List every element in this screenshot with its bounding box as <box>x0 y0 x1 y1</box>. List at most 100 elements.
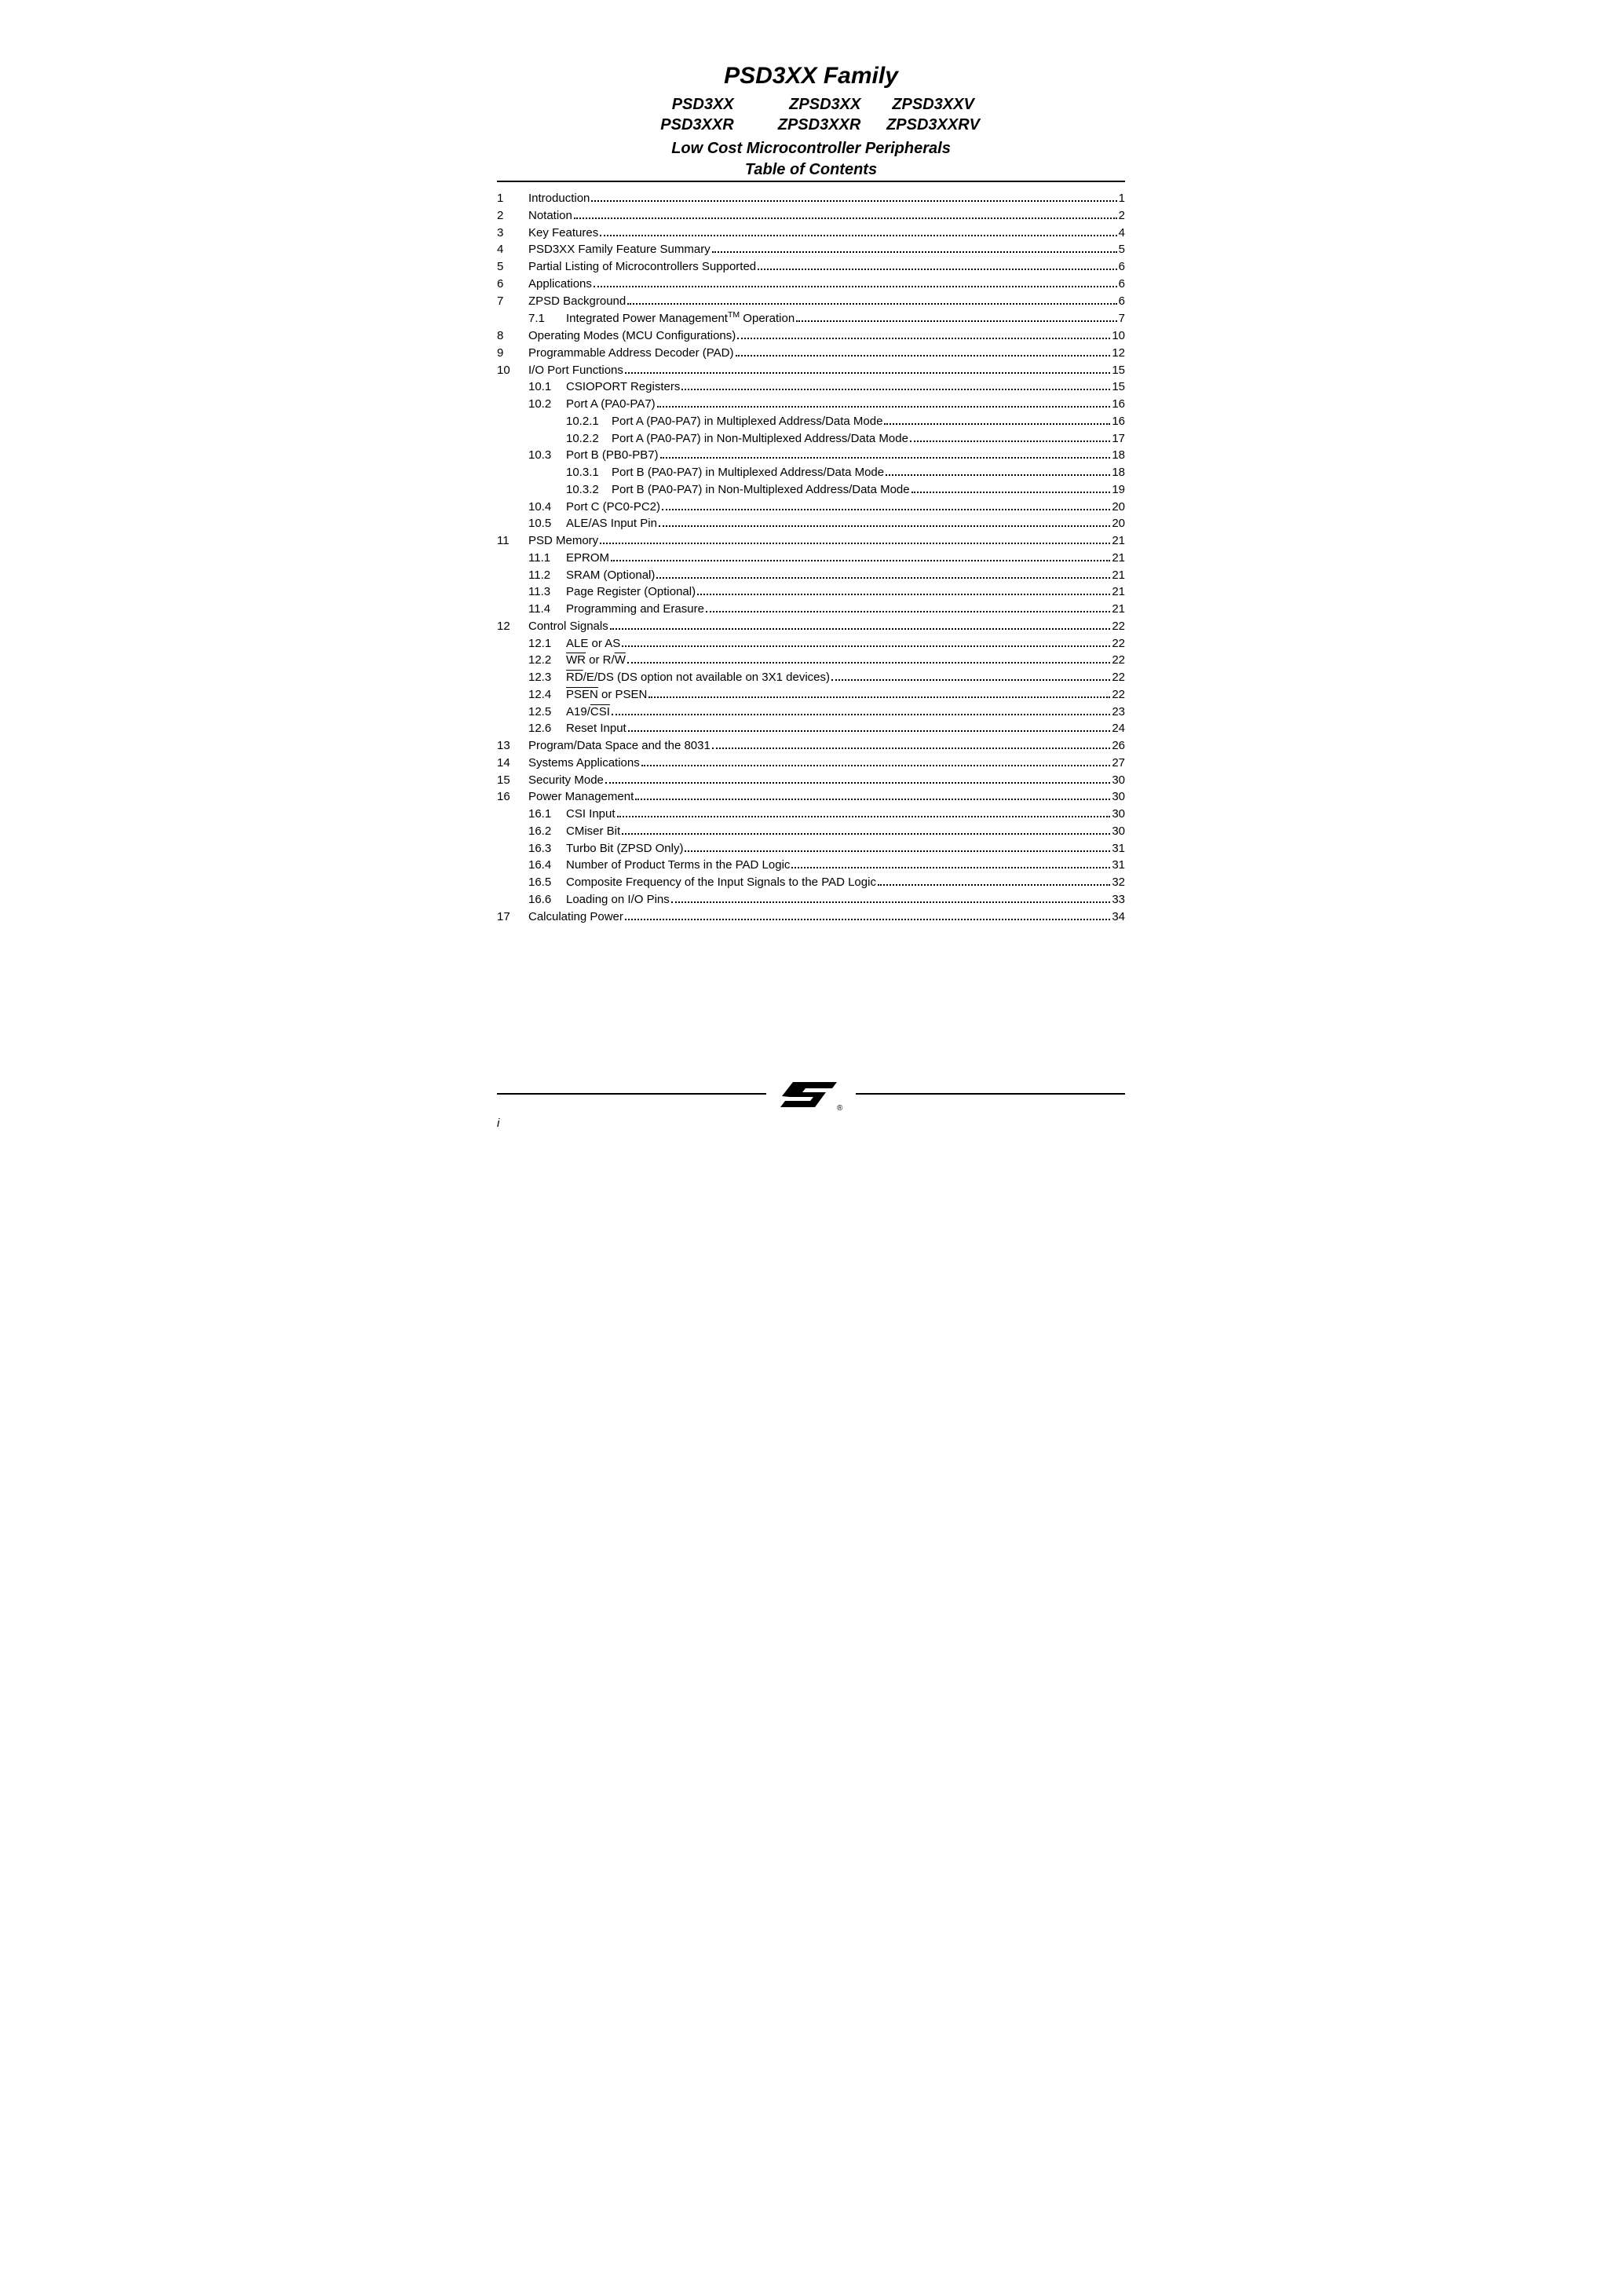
toc-entry[interactable]: 12 Control Signals 22 <box>497 618 1125 635</box>
toc-text: RD/E/DS (DS option not available on 3X1 … <box>566 669 830 686</box>
toc-text: Notation <box>528 207 572 225</box>
product-zpsd3xx: ZPSD3XX <box>762 94 888 115</box>
toc-entry[interactable]: 10.3.2 Port B (PA0-PA7) in Non-Multiplex… <box>497 481 1125 499</box>
toc-entry[interactable]: 9 Programmable Address Decoder (PAD) 12 <box>497 345 1125 362</box>
toc-page: 7 <box>1119 310 1125 327</box>
toc-text: ALE or AS <box>566 635 620 653</box>
toc-entry[interactable]: 12.4 PSEN or PSEN 22 <box>497 686 1125 704</box>
toc-entry[interactable]: 6 Applications 6 <box>497 276 1125 293</box>
toc-entry[interactable]: 15 Security Mode 30 <box>497 772 1125 789</box>
toc-page: 22 <box>1112 635 1125 653</box>
toc-entry[interactable]: 10.2.2 Port A (PA0-PA7) in Non-Multiplex… <box>497 430 1125 448</box>
toc-num: 14 <box>497 755 528 772</box>
toc-page: 15 <box>1112 378 1125 396</box>
toc-leader <box>886 466 1110 477</box>
toc-entry[interactable]: 11 PSD Memory 21 <box>497 532 1125 550</box>
toc-num: 10 <box>497 362 528 379</box>
toc-entry[interactable]: 13 Program/Data Space and the 8031 26 <box>497 737 1125 755</box>
toc-page: 31 <box>1112 840 1125 857</box>
toc-entry[interactable]: 12.1 ALE or AS 22 <box>497 635 1125 653</box>
toc-entry[interactable]: 4 PSD3XX Family Feature Summary 5 <box>497 241 1125 258</box>
toc-entry[interactable]: 10.3.1 Port B (PA0-PA7) in Multiplexed A… <box>497 464 1125 481</box>
toc-num: 9 <box>497 345 528 362</box>
footer-rule <box>497 1093 766 1095</box>
toc-entry[interactable]: 16.2 CMiser Bit 30 <box>497 823 1125 840</box>
toc-entry[interactable]: 10.2.1 Port A (PA0-PA7) in Multiplexed A… <box>497 413 1125 430</box>
toc-entry[interactable]: 12.6 Reset Input 24 <box>497 720 1125 737</box>
toc-page: 34 <box>1112 909 1125 926</box>
toc-num: 13 <box>497 737 528 755</box>
product-psd3xx: PSD3XX <box>648 94 758 115</box>
toc-text: Systems Applications <box>528 755 640 772</box>
toc-entry[interactable]: 11.4 Programming and Erasure 21 <box>497 601 1125 618</box>
toc-entry[interactable]: 16.1 CSI Input 30 <box>497 806 1125 823</box>
toc-leader <box>878 876 1110 887</box>
toc-entry[interactable]: 11.3 Page Register (Optional) 21 <box>497 583 1125 601</box>
toc-entry[interactable]: 3 Key Features 4 <box>497 225 1125 242</box>
toc-num: 10.2 <box>528 396 566 413</box>
toc-entry[interactable]: 10 I/O Port Functions 15 <box>497 362 1125 379</box>
toc-num: 12.5 <box>528 704 566 721</box>
toc-page: 31 <box>1112 857 1125 874</box>
toc-num: 12.4 <box>528 686 566 704</box>
toc-text: I/O Port Functions <box>528 362 623 379</box>
toc-leader <box>660 449 1111 459</box>
toc-entry[interactable]: 12.2 WR or R/W 22 <box>497 652 1125 669</box>
page-number: i <box>497 1117 1125 1130</box>
toc-entry[interactable]: 7 ZPSD Background 6 <box>497 293 1125 310</box>
toc-entry[interactable]: 16.6 Loading on I/O Pins 33 <box>497 891 1125 909</box>
toc-num: 10.3 <box>528 447 566 464</box>
toc-entry[interactable]: 11.1 EPROM 21 <box>497 550 1125 567</box>
toc-num: 16.6 <box>528 891 566 909</box>
toc-leader <box>831 671 1110 682</box>
toc-entry[interactable]: 14 Systems Applications 27 <box>497 755 1125 772</box>
toc-entry[interactable]: 10.1 CSIOPORT Registers 15 <box>497 378 1125 396</box>
toc-entry[interactable]: 10.3 Port B (PB0-PB7) 18 <box>497 447 1125 464</box>
toc-entry[interactable]: 17 Calculating Power 34 <box>497 909 1125 926</box>
toc-num: 7 <box>497 293 528 310</box>
toc-entry[interactable]: 5 Partial Listing of Microcontrollers Su… <box>497 258 1125 276</box>
toc-entry[interactable]: 12.3 RD/E/DS (DS option not available on… <box>497 669 1125 686</box>
toc-entry[interactable]: 2 Notation 2 <box>497 207 1125 225</box>
toc-text: Operating Modes (MCU Configurations) <box>528 327 736 345</box>
footer-rule <box>856 1093 1125 1095</box>
toc-entry[interactable]: 10.4 Port C (PC0-PC2) 20 <box>497 499 1125 516</box>
toc-entry[interactable]: 12.5 A19/CSI 23 <box>497 704 1125 721</box>
toc-entry[interactable]: 8 Operating Modes (MCU Configurations) 1… <box>497 327 1125 345</box>
toc-page: 16 <box>1112 413 1125 430</box>
toc-num: 16.5 <box>528 874 566 891</box>
toc-text: Port A (PA0-PA7) in Multiplexed Address/… <box>612 413 882 430</box>
toc-entry[interactable]: 16.4 Number of Product Terms in the PAD … <box>497 857 1125 874</box>
toc-entry[interactable]: 16.5 Composite Frequency of the Input Si… <box>497 874 1125 891</box>
toc-num: 10.1 <box>528 378 566 396</box>
toc-leader <box>627 294 1116 305</box>
toc-num: 16 <box>497 788 528 806</box>
title-block: PSD3XX Family PSD3XX ZPSD3XX ZPSD3XXV PS… <box>497 63 1125 182</box>
toc-page: 21 <box>1112 567 1125 584</box>
toc-entry[interactable]: 10.5 ALE/AS Input Pin 20 <box>497 515 1125 532</box>
toc-entry[interactable]: 11.2 SRAM (Optional) 21 <box>497 567 1125 584</box>
toc-entry[interactable]: 7.1 Integrated Power ManagementTM Operat… <box>497 309 1125 327</box>
toc-num: 11.3 <box>528 583 566 601</box>
toc-page: 22 <box>1112 618 1125 635</box>
toc-entry[interactable]: 10.2 Port A (PA0-PA7) 16 <box>497 396 1125 413</box>
toc-text: Integrated Power ManagementTM Operation <box>566 309 795 327</box>
toc-num: 15 <box>497 772 528 789</box>
toc-entry[interactable]: 1 Introduction 1 <box>497 190 1125 207</box>
toc-leader <box>627 654 1110 664</box>
product-zpsd3xxr: ZPSD3XXR <box>757 115 882 135</box>
toc-num: 12.2 <box>528 652 566 669</box>
toc-entry[interactable]: 16 Power Management 30 <box>497 788 1125 806</box>
toc-leader <box>662 500 1110 510</box>
toc-leader <box>884 415 1110 425</box>
toc-entry[interactable]: 16.3 Turbo Bit (ZPSD Only) 31 <box>497 840 1125 857</box>
toc-leader <box>600 535 1110 545</box>
toc-page: 26 <box>1112 737 1125 755</box>
toc-num: 4 <box>497 241 528 258</box>
toc-page: 27 <box>1112 755 1125 772</box>
toc-leader <box>659 517 1110 528</box>
toc-leader <box>574 209 1117 219</box>
toc-leader <box>712 243 1117 254</box>
toc-text: Programming and Erasure <box>566 601 704 618</box>
toc-num: 7.1 <box>528 310 566 327</box>
